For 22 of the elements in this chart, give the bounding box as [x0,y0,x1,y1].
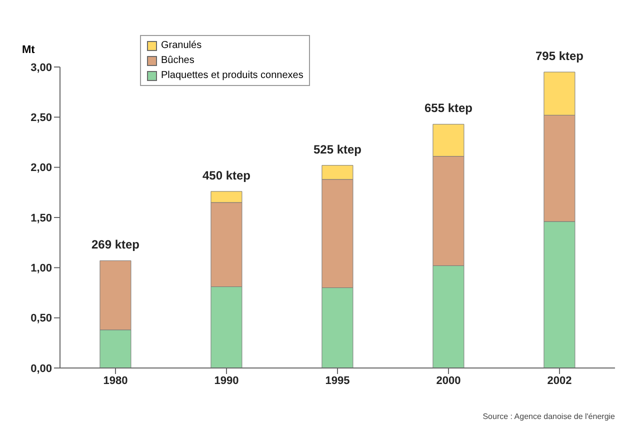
x-tick-label: 1990 [214,374,239,387]
annotation: 269 ktep [91,238,140,252]
annotation: 450 ktep [202,168,251,182]
legend-label: Granulés [161,39,202,53]
x-tick-label: 2000 [436,374,461,387]
y-tick-label: 0,50 [30,312,52,325]
y-tick-label: 2,50 [30,112,52,124]
x-tick-label: 1995 [325,374,350,387]
annotation: 655 ktep [424,101,473,116]
legend-label: Plaquettes et produits connexes [161,69,304,83]
y-axis-title: Mt [22,44,35,56]
y-tick-label: 1,00 [30,262,52,275]
annotation: 525 ktep [313,142,362,156]
legend-label: Bûches [161,54,194,68]
source-note: Source : Agence danoise de l'énergie [482,412,615,421]
annotation: 795 ktep [535,49,584,64]
y-tick-label: 0,00 [30,362,52,375]
x-tick-label: 1980 [103,374,128,387]
y-tick-label: 3,00 [30,62,52,74]
y-tick-label: 2,00 [30,162,52,174]
y-tick-label: 1,50 [30,212,52,224]
x-tick-label: 2002 [547,374,572,387]
